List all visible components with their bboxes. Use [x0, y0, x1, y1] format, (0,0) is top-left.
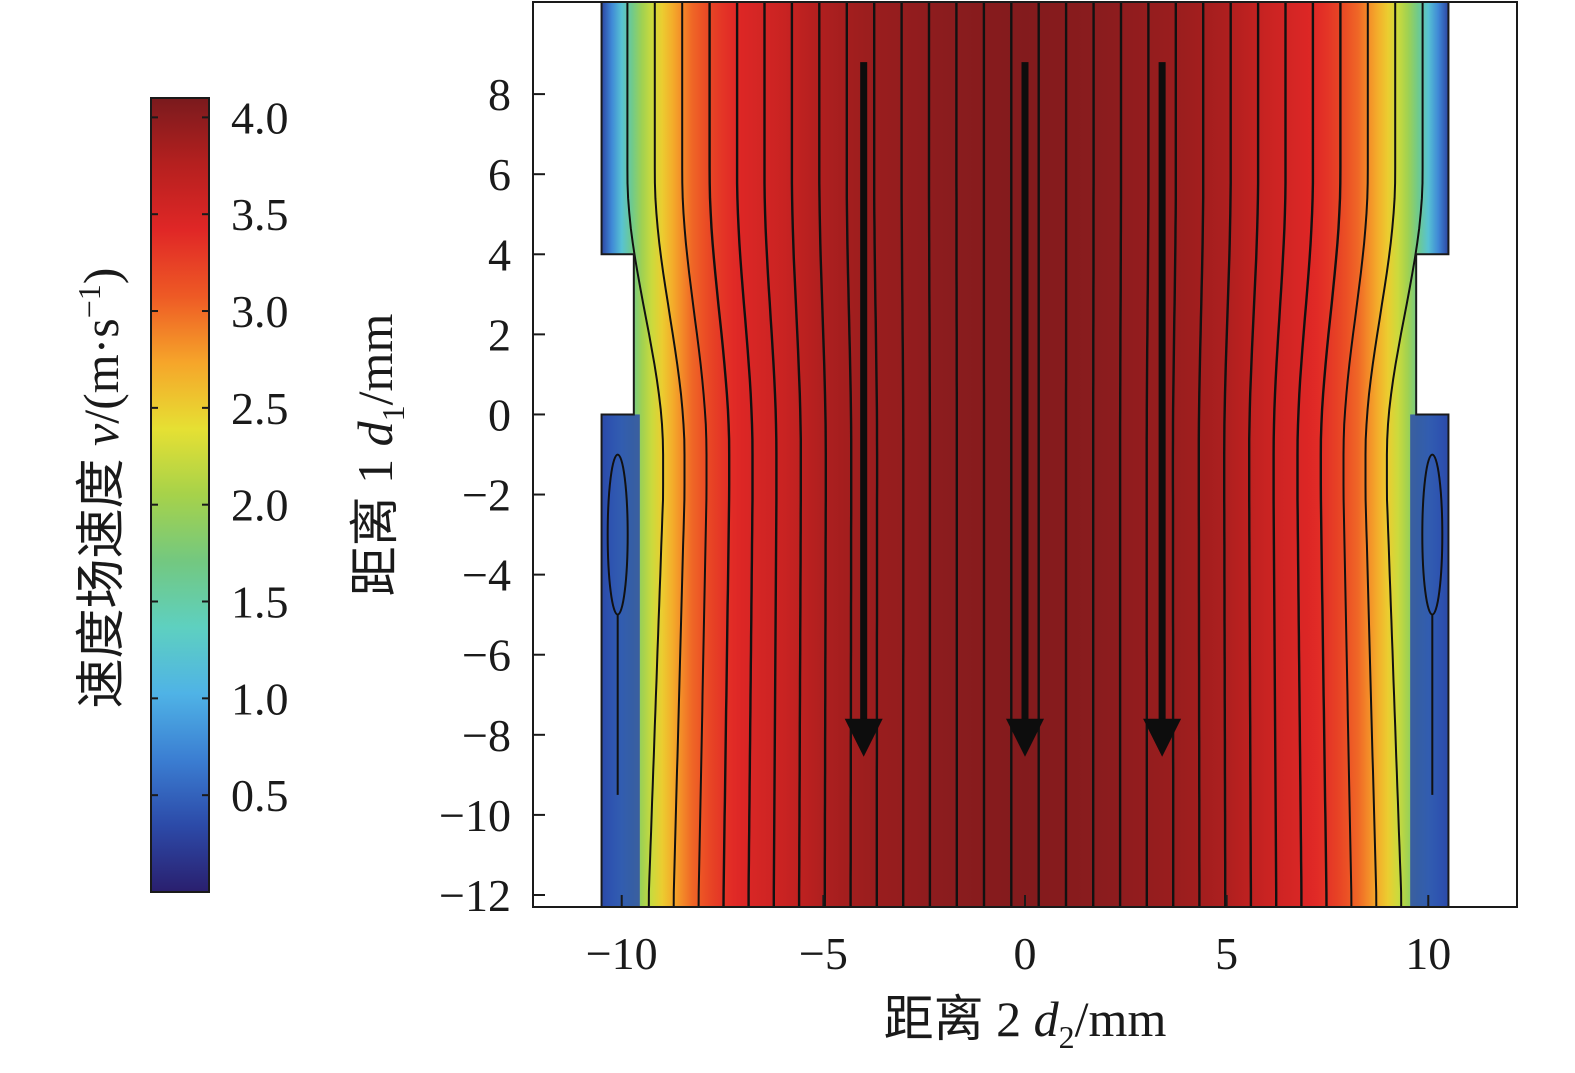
y-tick-label: −10 — [439, 790, 511, 841]
colorbar-title: 速度场速度 v/(m·s−1) — [71, 268, 129, 709]
y-tick-label: 6 — [488, 149, 511, 200]
streamline — [1118, 2, 1123, 907]
colorbar-gradient — [150, 97, 210, 893]
streamline — [735, 2, 754, 907]
streamline-arrows — [844, 62, 1182, 757]
colorbar-tick-label: 2.5 — [231, 383, 289, 434]
colorbar-title-exp: −1 — [71, 284, 107, 318]
y-tick-label: 2 — [488, 309, 511, 360]
axis-title-unit: /mm — [347, 314, 403, 406]
colorbar-tick-label: 3.0 — [231, 286, 289, 337]
x-tick-label: 0 — [1014, 928, 1037, 979]
recirculation-loop — [1421, 453, 1444, 616]
streamline — [1296, 2, 1315, 907]
streamline — [1385, 2, 1424, 907]
colorbar-tick-label: 2.0 — [231, 480, 289, 531]
streamlines — [606, 2, 1444, 907]
streamline — [681, 2, 708, 907]
y-tick-label: −8 — [462, 710, 511, 761]
y-tick-label: 8 — [488, 69, 511, 120]
y-tick-label: 0 — [488, 389, 511, 440]
x-tick-label: −5 — [799, 928, 848, 979]
streamline — [1319, 2, 1342, 907]
arrow-head — [1006, 718, 1044, 757]
streamline — [818, 2, 827, 907]
axis-title-unit: /mm — [1075, 991, 1167, 1047]
axis-title-prefix: 距离 1 — [347, 446, 403, 596]
streamline — [873, 2, 879, 907]
recirculation-zone-left — [601, 414, 640, 907]
y-tick-label: −4 — [462, 550, 511, 601]
streamline — [1342, 2, 1369, 907]
recirculation-loop — [606, 453, 629, 616]
axis-title-sub: 2 — [1059, 1019, 1075, 1055]
streamline — [900, 2, 905, 907]
domain-outline — [600, 2, 1450, 907]
colorbar-title-close: ) — [73, 268, 129, 285]
x-tick-label: 10 — [1405, 928, 1451, 979]
arrow-head — [844, 718, 883, 757]
streamline — [845, 2, 853, 907]
streamline — [708, 2, 731, 907]
colorbar-title-unit: /(m·s — [73, 318, 129, 424]
streamline — [653, 2, 686, 907]
y-axis-title: 距离 1 d1/mm — [347, 314, 411, 597]
colorbar-tick-label: 1.0 — [231, 673, 289, 724]
colorbar-title-text: 速度场速度 — [73, 446, 129, 709]
colorbar-tick-label: 0.5 — [231, 770, 289, 821]
x-axis-title: 距离 2 d2/mm — [884, 991, 1167, 1055]
arrow-head — [1143, 718, 1182, 757]
recirculation-zone-right — [1410, 414, 1449, 907]
axis-title-sub: 1 — [375, 405, 411, 421]
colorbar-tick-label: 1.5 — [231, 577, 289, 628]
y-tick-label: −12 — [439, 870, 511, 921]
x-tick-label: −10 — [586, 928, 658, 979]
streamline — [1171, 2, 1177, 907]
y-tick-label: −6 — [462, 630, 511, 681]
x-axis-ticks: −10 −5 0 5 10 — [586, 895, 1451, 979]
streamline — [1364, 2, 1397, 907]
streamline — [927, 2, 932, 907]
y-axis-ticks: 8 6 4 2 0 −2 −4 −6 −8 −10 −12 — [439, 69, 545, 921]
y-tick-label: −2 — [462, 470, 511, 521]
streamline — [1248, 2, 1260, 907]
streamline — [1223, 2, 1232, 907]
streamline — [1145, 2, 1150, 907]
colorbar-tick-label: 3.5 — [231, 189, 289, 240]
colorbar-ticks: 4.0 3.5 3.0 2.5 2.0 1.5 1.0 0.5 — [151, 92, 289, 821]
x-tick-label: 5 — [1215, 928, 1238, 979]
streamline — [1272, 2, 1287, 907]
streamline — [763, 2, 778, 907]
flow-domain — [601, 2, 1449, 907]
axis-title-var: d — [347, 420, 403, 446]
colorbar-title-var: v — [73, 423, 129, 446]
colorbar: 4.0 3.5 3.0 2.5 2.0 1.5 1.0 0.5 速度场速度 v/(m·s−1) — [71, 92, 289, 893]
axis-title-var: d — [1034, 991, 1060, 1047]
colorbar-tick-label: 4.0 — [231, 92, 289, 143]
streamline — [790, 2, 802, 907]
streamline — [1197, 2, 1205, 907]
y-tick-label: 4 — [488, 229, 511, 280]
axis-title-prefix: 距离 2 — [884, 991, 1034, 1047]
streamline — [626, 2, 665, 907]
